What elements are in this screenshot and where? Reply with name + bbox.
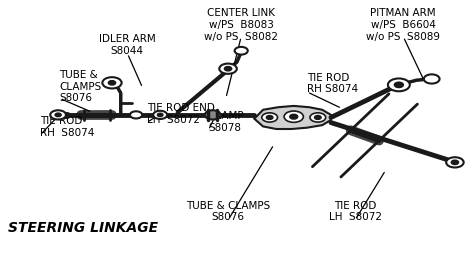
Circle shape xyxy=(130,111,142,118)
Circle shape xyxy=(266,116,273,119)
Circle shape xyxy=(225,67,232,71)
Circle shape xyxy=(50,110,66,119)
Text: TUBE & CLAMPS
S8076: TUBE & CLAMPS S8076 xyxy=(186,201,270,222)
Text: CENTER LINK
w/PS  B8083
w/o PS  S8082: CENTER LINK w/PS B8083 w/o PS S8082 xyxy=(204,9,278,42)
Circle shape xyxy=(315,116,321,119)
Circle shape xyxy=(388,78,410,91)
Circle shape xyxy=(205,110,220,119)
Circle shape xyxy=(153,111,167,119)
Circle shape xyxy=(219,63,237,74)
Text: TIE ROD END
LH  S8072: TIE ROD END LH S8072 xyxy=(147,103,215,125)
Text: TIE ROD
RH S8074: TIE ROD RH S8074 xyxy=(307,72,358,94)
Circle shape xyxy=(394,82,403,87)
Polygon shape xyxy=(255,106,331,129)
Circle shape xyxy=(310,113,326,122)
Circle shape xyxy=(451,160,458,164)
Circle shape xyxy=(109,81,116,85)
Text: IDLER ARM
S8044: IDLER ARM S8044 xyxy=(99,34,155,56)
Text: TIE ROD
RH  S8074: TIE ROD RH S8074 xyxy=(40,116,94,138)
Circle shape xyxy=(235,47,248,55)
Circle shape xyxy=(424,74,439,84)
Circle shape xyxy=(55,113,61,117)
Text: PITMAN ARM
w/PS  B6604
w/o PS  S8089: PITMAN ARM w/PS B6604 w/o PS S8089 xyxy=(366,9,440,42)
Circle shape xyxy=(157,113,163,116)
Text: TUBE &
CLAMPS
S8076: TUBE & CLAMPS S8076 xyxy=(59,70,102,103)
Circle shape xyxy=(290,115,298,119)
Circle shape xyxy=(284,111,303,122)
Text: CLAMP
S8078: CLAMP S8078 xyxy=(209,111,244,133)
Circle shape xyxy=(102,77,122,88)
Circle shape xyxy=(446,157,464,167)
Text: STEERING LINKAGE: STEERING LINKAGE xyxy=(9,222,159,236)
Circle shape xyxy=(262,113,278,122)
Text: TIE ROD
LH  S8072: TIE ROD LH S8072 xyxy=(328,201,382,222)
